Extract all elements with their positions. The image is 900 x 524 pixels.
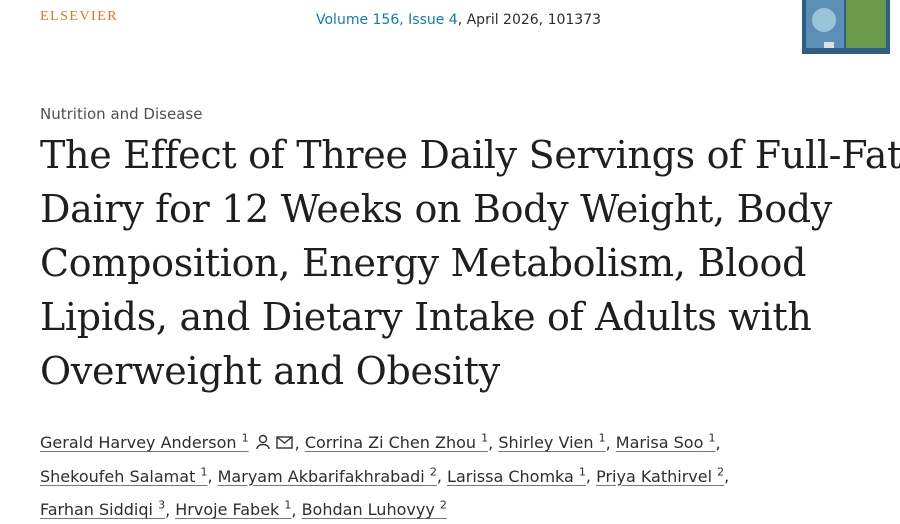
author-name[interactable]: Bohdan Luhovyy 2 [301, 498, 447, 519]
author-name-text: Corrina Zi Chen Zhou [304, 433, 477, 453]
author-name[interactable]: Farhan Siddiqi 3 [40, 498, 166, 519]
author-name-text: Shirley Vien [498, 433, 594, 453]
affiliation[interactable]: 1 [481, 432, 489, 445]
cover-art [824, 42, 834, 48]
delimiter: , [488, 433, 494, 453]
author-list: Gerald Harvey Anderson 1, Corrina Zi Che… [40, 424, 729, 524]
author-name-text: Bohdan Luhovyy [301, 499, 435, 519]
author-name-text: Maryam Akbarifakhrabadi [217, 466, 425, 486]
author-name[interactable]: Shekoufeh Salamat 1 [40, 465, 208, 486]
delimiter: , [724, 466, 730, 486]
affiliation[interactable]: 1 [578, 465, 586, 479]
author-name[interactable]: Gerald Harvey Anderson 1 [40, 432, 249, 453]
author-name[interactable]: Shirley Vien 1 [498, 432, 606, 453]
author-line: Gerald Harvey Anderson 1, Corrina Zi Che… [40, 424, 729, 457]
affiliation[interactable]: 1 [598, 432, 606, 445]
page: {"header": {"publisher": "ELSEVIER", "vo… [40, 0, 900, 519]
affiliation[interactable]: 1 [241, 432, 249, 445]
affiliation[interactable]: 1 [200, 465, 208, 479]
author-name-text: Hrvoje Fabek [175, 499, 280, 519]
delimiter: , [715, 433, 721, 453]
author-name[interactable]: Priya Kathirvel 2 [596, 465, 725, 486]
author-name-text: Marisa Soo [615, 433, 704, 453]
issue-details: , April 2026, 101373 [457, 12, 602, 28]
author-name[interactable]: Hrvoje Fabek 1 [175, 498, 292, 519]
title-line: Composition, Energy Metabolism, Blood [40, 241, 807, 285]
delimiter: , [436, 466, 442, 486]
author-icons[interactable] [255, 434, 295, 450]
volume-line: Volume 156, Issue 4, April 2026, 101373 [316, 12, 601, 28]
title-line: Lipids, and Dietary Intake of Adults wit… [40, 295, 812, 339]
affiliation[interactable]: 3 [158, 498, 166, 512]
volume-link[interactable]: Volume 156, Issue 4 [316, 12, 458, 28]
affiliation[interactable]: 2 [717, 465, 725, 479]
affiliation[interactable]: 1 [708, 432, 716, 445]
publisher-logo[interactable]: ELSEVIER [40, 9, 119, 24]
person-icon [255, 444, 270, 450]
email-icon [276, 436, 293, 445]
author-name-text: Gerald Harvey Anderson [40, 433, 237, 453]
author-name[interactable]: Corrina Zi Chen Zhou 1 [304, 432, 489, 453]
delimiter: , [605, 433, 611, 453]
article-section: Nutrition and Disease [40, 105, 203, 123]
delimiter: , [585, 466, 591, 486]
title-line: Overweight and Obesity [40, 349, 500, 393]
affiliation[interactable]: 2 [429, 465, 437, 479]
author-name-text: Farhan Siddiqi [40, 499, 153, 519]
author-line: Shekoufeh Salamat 1, Maryam Akbarifakhra… [40, 457, 729, 490]
title-line: The Effect of Three Daily Servings of Fu… [40, 133, 900, 177]
journal-cover[interactable] [802, 0, 890, 54]
author-name[interactable]: Maryam Akbarifakhrabadi 2 [217, 465, 437, 486]
author-name[interactable]: Larissa Chomka 1 [447, 465, 586, 486]
author-name-text: Larissa Chomka [447, 466, 574, 486]
title-line: Dairy for 12 Weeks on Body Weight, Body [40, 187, 832, 231]
cover-art [846, 0, 886, 48]
author-name-text: Shekoufeh Salamat [40, 466, 196, 486]
person-icon [258, 435, 267, 444]
author-name-text: Priya Kathirvel [596, 466, 713, 486]
affiliation[interactable]: 1 [284, 498, 292, 512]
delimiter: , [165, 499, 171, 519]
author-name[interactable]: Marisa Soo 1 [615, 432, 716, 453]
delimiter: , [294, 433, 300, 453]
delimiter: , [207, 466, 213, 486]
delimiter: , [291, 499, 297, 519]
affiliation[interactable]: 2 [439, 498, 447, 512]
email-icon [275, 436, 293, 450]
cover-art [812, 8, 836, 32]
article-title: The Effect of Three Daily Servings of Fu… [40, 128, 900, 398]
author-line: Farhan Siddiqi 3, Hrvoje Fabek 1, Bohdan… [40, 491, 729, 524]
